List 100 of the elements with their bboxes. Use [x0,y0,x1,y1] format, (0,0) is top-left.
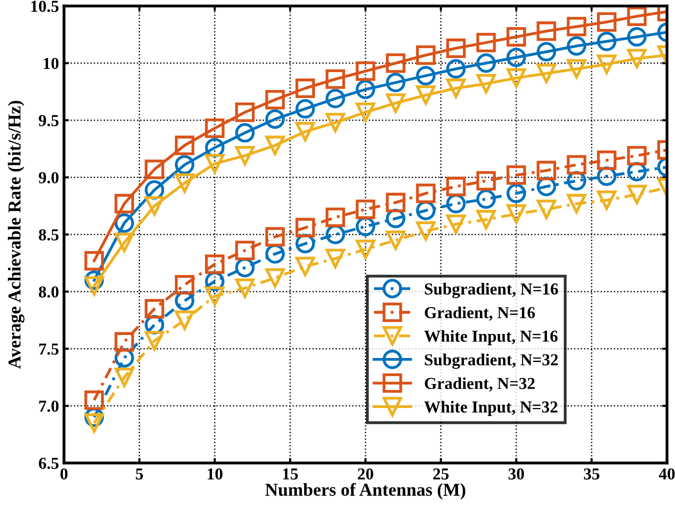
point [446,59,466,79]
point [416,45,436,65]
x-tick-label: 40 [658,468,675,480]
point [386,72,406,92]
legend-label: Subgradient, N=32 [424,354,558,369]
point [596,12,616,32]
point [84,413,104,433]
point [174,173,194,193]
point [356,240,376,260]
point [566,155,586,175]
point [506,184,526,204]
y-tick-label: 9.5 [38,114,59,126]
point [536,42,556,62]
point [326,112,346,132]
point [566,59,586,79]
point [84,276,104,296]
point [295,218,315,238]
point [627,48,647,68]
point [386,192,406,212]
point [596,190,616,210]
x-tick-label: 35 [584,468,600,480]
point [476,74,496,94]
x-axis-title: Numbers of Antennas (M) [265,482,466,500]
point [174,136,194,156]
point [114,332,134,352]
point [205,154,224,174]
point [416,66,436,86]
point [627,146,647,166]
x-tick-label: 5 [136,468,143,480]
point [326,208,346,228]
point [356,61,376,81]
point [144,160,164,180]
point [536,200,556,220]
y-tick-label: 10 [44,58,59,70]
point [356,80,376,100]
point [476,53,496,73]
point [265,90,285,110]
point [446,78,466,98]
x-tick-label: 10 [208,468,222,480]
point [265,109,285,129]
point [205,286,224,306]
point [536,64,556,84]
point [416,221,436,241]
point [356,200,376,220]
point [356,102,376,122]
y-tick-label: 6.5 [38,458,59,470]
point [144,196,164,216]
point [476,32,496,52]
point [235,240,255,260]
point [566,36,586,56]
point [596,150,616,170]
point [446,38,466,58]
point [596,32,616,52]
point [476,189,496,209]
point [114,232,134,252]
point [416,184,436,204]
point [506,27,526,47]
x-tick-label: 15 [283,468,298,480]
point [144,299,164,318]
point [174,155,194,175]
point [205,118,224,138]
point [446,176,466,196]
point [265,136,285,156]
point [506,165,526,185]
legend-label: White Input, N=16 [424,330,558,346]
y-tick-label: 8.5 [38,229,59,241]
y-tick-label: 10.5 [31,0,59,12]
point [174,275,194,294]
point [295,122,315,142]
legend-label: White Input, N=32 [424,400,558,416]
point [235,102,255,122]
legend-label: Gradient, N=16 [424,306,535,321]
y-tick-label: 7.0 [39,400,59,412]
point [506,68,526,88]
point [295,99,315,119]
point [235,146,255,166]
x-tick-label: 25 [433,468,449,480]
point [144,331,164,350]
point [174,310,194,330]
point [596,54,616,74]
legend-label: Gradient, N=32 [424,377,535,392]
legend-label: Subgradient, N=16 [424,282,558,298]
point [326,69,346,89]
point [205,254,224,274]
point [235,278,255,298]
y-axis-title: Average Achievable Rate (bit/s/Hz) [8,100,24,369]
point [627,6,647,26]
y-tick-label: 9.0 [38,172,59,184]
point [506,48,526,68]
point [506,204,526,224]
point [295,256,315,276]
point [627,184,647,204]
point [265,268,285,288]
point [295,78,315,98]
point [235,123,255,143]
point [326,88,346,108]
point [386,230,406,250]
point [386,93,406,113]
y-tick-label: 7.5 [39,344,59,355]
point [114,194,134,214]
